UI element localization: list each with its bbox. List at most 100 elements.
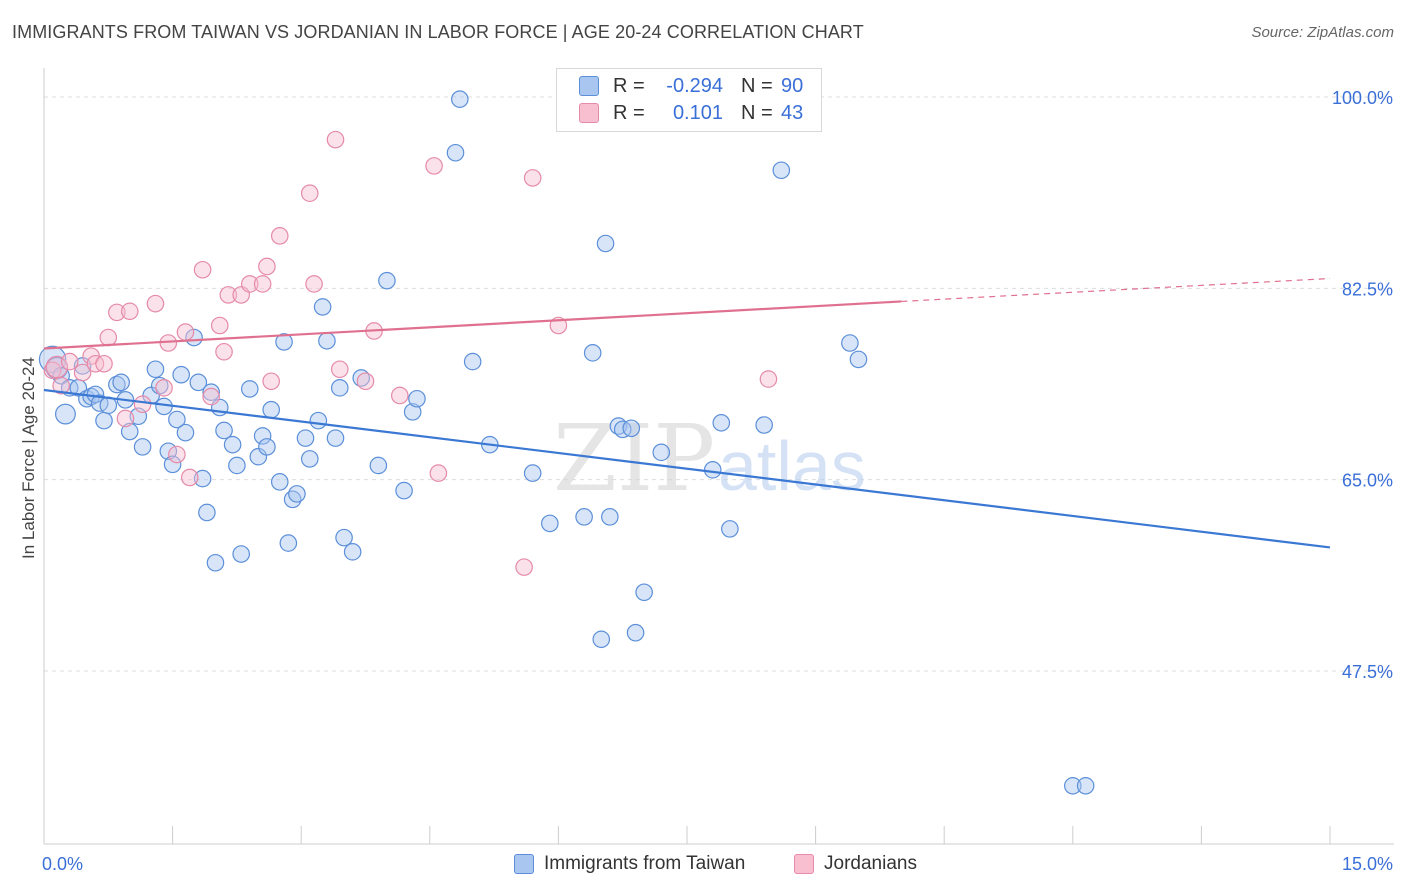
- jordan-point: [133, 395, 152, 414]
- taiwan-point: [262, 400, 280, 419]
- jordan-point: [60, 352, 79, 371]
- watermark: ZIP atlas: [553, 405, 866, 512]
- y-axis-label: In Labor Force | Age 20-24: [19, 357, 38, 559]
- taiwan-point: [309, 411, 328, 430]
- jordan-point: [429, 464, 448, 482]
- taiwan-point: [1064, 776, 1082, 795]
- taiwan-point: [592, 630, 611, 649]
- jordan-trend-extension: [901, 277, 1331, 303]
- legend-r-value: 0.101: [672, 101, 723, 124]
- taiwan-point: [330, 379, 349, 397]
- legend-n-label: N =: [741, 101, 773, 124]
- legend-n-label: N =: [741, 74, 773, 97]
- jordan-point: [193, 260, 212, 279]
- jordan-point: [390, 386, 409, 405]
- taiwan-point: [575, 508, 593, 526]
- jordan-point: [146, 294, 165, 313]
- taiwan-point: [343, 543, 362, 561]
- taiwan-point: [185, 328, 203, 347]
- trend-lines: [43, 277, 1331, 549]
- jordan-point: [210, 316, 229, 335]
- taiwan-point: [541, 514, 559, 533]
- taiwan-point: [275, 333, 293, 351]
- taiwan-point: [52, 366, 70, 385]
- taiwan-point: [288, 485, 306, 503]
- jordan-point: [176, 323, 195, 341]
- taiwan-point: [403, 403, 422, 421]
- x-tick-label: 15.0%: [1342, 854, 1393, 874]
- taiwan-point: [163, 455, 182, 474]
- legend-r-label: R =: [613, 74, 645, 97]
- jordan-point: [326, 130, 345, 149]
- jordan-point: [305, 275, 323, 293]
- taiwan-point: [841, 334, 859, 352]
- taiwan-point: [721, 520, 739, 538]
- axes: [43, 68, 1394, 845]
- taiwan-point: [120, 422, 139, 441]
- taiwan-point: [463, 352, 482, 371]
- jordan-point: [523, 169, 542, 187]
- chart-title: IMMIGRANTS FROM TAIWAN VS JORDANIAN IN L…: [12, 22, 864, 42]
- taiwan-point: [198, 503, 216, 522]
- taiwan-point: [270, 473, 289, 491]
- taiwan-point: [635, 583, 653, 602]
- taiwan-point: [378, 271, 396, 290]
- series-taiwan-points: [38, 90, 1095, 795]
- taiwan-point: [712, 414, 731, 432]
- y-tick-label: 100.0%: [1332, 88, 1393, 108]
- taiwan-point: [146, 360, 165, 379]
- taiwan-point: [446, 143, 465, 162]
- jordan-point: [300, 184, 319, 203]
- jordan-point: [425, 157, 443, 175]
- taiwan-point: [253, 427, 272, 445]
- taiwan-point: [318, 332, 336, 350]
- y-tick-label: 47.5%: [1342, 662, 1393, 682]
- jordan-point: [108, 303, 126, 322]
- taiwan-point: [112, 373, 130, 392]
- taiwan-point: [176, 423, 195, 442]
- taiwan-point: [133, 438, 152, 456]
- jordan-point: [253, 275, 272, 293]
- taiwan-point: [232, 545, 250, 563]
- legend-row-jordan: R = 0.101 N = 43: [579, 100, 803, 126]
- taiwan-point: [451, 90, 469, 108]
- taiwan-point: [228, 456, 246, 475]
- jordan-point: [219, 286, 238, 304]
- jordan-point: [168, 445, 186, 464]
- legend-r-label: R =: [613, 101, 645, 124]
- taiwan-point: [369, 456, 388, 475]
- watermark-atlas: atlas: [718, 427, 866, 505]
- taiwan-point: [279, 534, 298, 552]
- jordan-point: [180, 468, 199, 487]
- bottom-legend-label-jordan: Jordanians: [824, 853, 917, 874]
- legend-n-value: 43: [781, 101, 804, 124]
- taiwan-point: [583, 344, 602, 362]
- legend-row-taiwan: R = -0.294 N = 90: [579, 73, 803, 99]
- taiwan-point: [172, 365, 190, 384]
- taiwan-point: [258, 438, 276, 456]
- taiwan-point: [240, 380, 259, 398]
- bottom-legend-jordan: Jordanians: [794, 852, 917, 876]
- tick-labels: 100.0% 82.5% 65.0% 47.5% 0.0% 15.0%: [42, 88, 1393, 874]
- jordan-point: [52, 376, 70, 395]
- watermark-zip: ZIP: [553, 405, 715, 512]
- legend-swatch-jordan: [579, 103, 599, 123]
- taiwan-point: [168, 410, 186, 429]
- taiwan-point: [54, 403, 76, 425]
- taiwan-point: [596, 234, 615, 253]
- jordan-point: [515, 558, 533, 576]
- taiwan-point: [408, 389, 426, 408]
- taiwan-trend-line: [43, 388, 1331, 549]
- legend-n-value: 90: [781, 74, 804, 97]
- jordan-point: [262, 372, 280, 391]
- taiwan-point: [652, 443, 671, 462]
- taiwan-point: [95, 411, 113, 430]
- jordan-trend-line: [43, 300, 902, 350]
- jordan-point: [120, 302, 139, 321]
- taiwan-point: [755, 416, 773, 434]
- legend-r-value: -0.294: [666, 74, 723, 97]
- taiwan-point: [193, 469, 212, 488]
- jordan-point: [240, 275, 259, 293]
- legend-swatch-taiwan: [579, 76, 599, 96]
